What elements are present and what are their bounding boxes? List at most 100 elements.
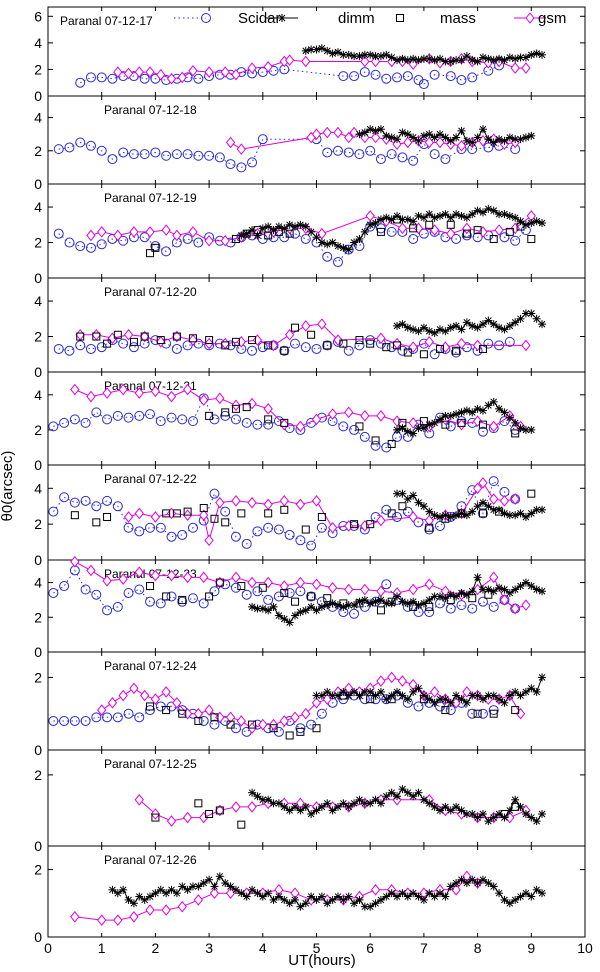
scidar-point — [322, 251, 333, 262]
mass-point — [446, 595, 455, 604]
dimm-point — [403, 214, 413, 224]
scidar-point — [477, 596, 488, 607]
legend-item-gsm: gsm — [514, 10, 566, 27]
gsm-point — [166, 569, 177, 582]
scidar-point — [220, 506, 231, 517]
gsm-point — [225, 711, 236, 724]
dimm-point — [451, 878, 461, 888]
dimm-point — [274, 892, 284, 902]
scidar-point — [48, 421, 59, 432]
dimm-point — [440, 133, 450, 143]
mass-point — [231, 404, 240, 413]
dimm-point — [489, 881, 499, 891]
scidar-point — [381, 694, 392, 705]
dimm-point — [269, 895, 279, 905]
scidar-point — [456, 75, 467, 86]
mass-point — [103, 512, 112, 521]
dimm-point — [338, 895, 348, 905]
panel-title: Paranal 07-12-23 — [104, 567, 197, 581]
dimm-point — [403, 427, 413, 437]
mass-point — [178, 709, 187, 718]
dimm-point — [494, 694, 504, 704]
scidar-line — [58, 339, 510, 355]
y-tick-label: 0 — [34, 457, 42, 473]
gsm-point — [424, 136, 434, 149]
dimm-point — [328, 48, 338, 58]
mass-point — [403, 348, 412, 357]
dimm-point — [483, 204, 493, 214]
dimm-point — [516, 508, 526, 518]
dimm-point — [129, 898, 139, 908]
dimm-point — [516, 216, 526, 226]
scidar-point — [370, 596, 381, 607]
gsm-point — [322, 126, 332, 139]
dimm-point — [403, 55, 413, 65]
scidar-point — [171, 149, 182, 160]
gsm-point — [327, 521, 338, 534]
gsm-point — [349, 126, 359, 139]
mass-point — [291, 323, 300, 332]
mass-point — [226, 720, 235, 729]
scidar-line — [52, 480, 516, 547]
scidar-point — [53, 343, 64, 354]
dimm-point — [505, 588, 515, 598]
scidar-point — [263, 522, 274, 533]
legend-marker — [201, 13, 211, 23]
dimm-point — [247, 885, 257, 895]
dimm-point — [419, 213, 429, 223]
dimm-point — [510, 54, 520, 64]
dimm-point — [414, 683, 424, 693]
scidar-point — [456, 600, 467, 611]
dimm-point — [403, 323, 413, 333]
y-tick-label: 2 — [34, 143, 42, 159]
scidar-point — [365, 335, 376, 346]
y-tick-label: 2 — [34, 862, 42, 878]
gsm-point — [327, 408, 338, 420]
mass-point — [162, 706, 171, 715]
scidar-point — [80, 584, 91, 595]
dimm-point — [440, 326, 450, 336]
dimm-point — [473, 691, 483, 701]
dimm-point — [344, 892, 354, 902]
dimm-point — [403, 788, 413, 798]
scidar-point — [257, 342, 268, 353]
dimm-point — [462, 213, 472, 223]
scidar-point — [359, 67, 370, 78]
mass-point — [387, 509, 396, 518]
y-tick-label: 0 — [34, 742, 42, 758]
dimm-point — [344, 691, 354, 701]
scidar-point — [499, 416, 510, 427]
scidar-point — [96, 72, 107, 83]
dimm-point — [510, 317, 520, 327]
mass-point — [387, 597, 396, 606]
dimm-point — [467, 875, 477, 885]
scidar-point — [128, 342, 139, 353]
dimm-point — [494, 809, 504, 819]
dimm-point — [295, 220, 305, 230]
scidar-point — [166, 412, 177, 423]
dimm-point — [451, 409, 461, 419]
dimm-point — [306, 809, 316, 819]
dimm-point — [467, 586, 477, 596]
mass-point — [215, 578, 224, 587]
dimm-point — [279, 895, 289, 905]
dimm-point — [349, 600, 359, 610]
scidar-point — [48, 587, 59, 598]
x-tick-label: 6 — [366, 940, 374, 956]
mass-point — [194, 799, 203, 808]
dimm-point — [494, 505, 504, 515]
panel-title: Paranal 07-12-22 — [104, 472, 197, 486]
dimm-line — [396, 313, 543, 334]
panel-2: 0 2 4 Paranal 07-12-18 — [34, 95, 586, 192]
scidar-point — [343, 147, 354, 158]
dimm-point — [467, 809, 477, 819]
dimm-point — [354, 234, 364, 244]
dimm-point — [403, 892, 413, 902]
mass-point — [489, 709, 498, 718]
dimm-point — [376, 51, 386, 61]
gsm-point — [317, 318, 327, 330]
mass-point — [199, 504, 208, 513]
scidar-point — [96, 145, 107, 156]
gsm-point — [204, 534, 214, 547]
mass-point — [441, 420, 450, 429]
